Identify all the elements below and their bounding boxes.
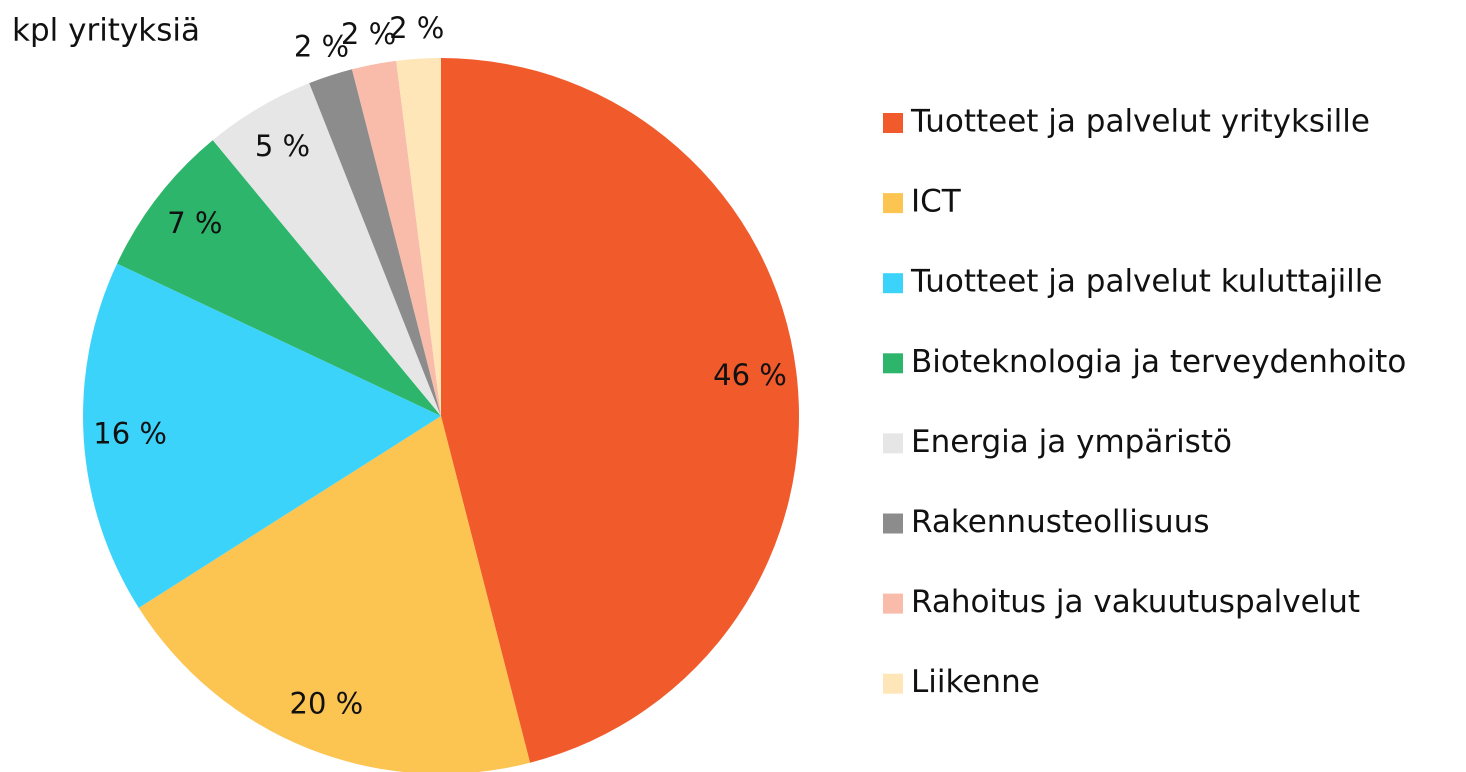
data-label: 20 % (290, 687, 364, 721)
legend-swatch (883, 593, 903, 614)
pie-slice (396, 58, 441, 416)
pie-slice (138, 416, 531, 772)
data-label: 2 % (389, 11, 444, 45)
legend-swatch (883, 113, 903, 133)
data-label: 46 % (713, 358, 787, 392)
data-label: 7 % (167, 206, 222, 240)
legend-label: Bioteknologia ja terveydenhoito (911, 344, 1406, 380)
legend-swatch (883, 673, 903, 694)
legend-label: Liikenne (911, 664, 1040, 700)
pie-slice (117, 140, 442, 417)
legend-label: Tuotteet ja palvelut kuluttajille (910, 264, 1382, 300)
legend-swatch (883, 513, 903, 534)
legend-label: ICT (911, 184, 962, 220)
data-label: 5 % (255, 129, 310, 163)
legend-swatch (883, 353, 903, 374)
legend-label: Tuotteet ja palvelut yrityksille (910, 104, 1370, 140)
chart-title: kpl yrityksiä (12, 13, 200, 49)
pie-slice (309, 69, 441, 417)
data-label: 2 % (341, 17, 396, 51)
data-label: 16 % (93, 417, 167, 451)
data-label: 2 % (294, 29, 349, 63)
legend-label: Rahoitus ja vakuutuspalvelut (911, 584, 1360, 620)
legend-label: Energia ja ympäristö (911, 424, 1232, 460)
legend-label: Rakennusteollisuus (911, 504, 1210, 540)
legend-swatch (883, 273, 903, 294)
pie-slice (212, 83, 441, 416)
legend-swatch (883, 193, 903, 214)
pie-slice (82, 263, 441, 608)
legend-swatch (883, 433, 903, 454)
pie-slice (351, 60, 441, 416)
pie-slice (441, 58, 799, 763)
